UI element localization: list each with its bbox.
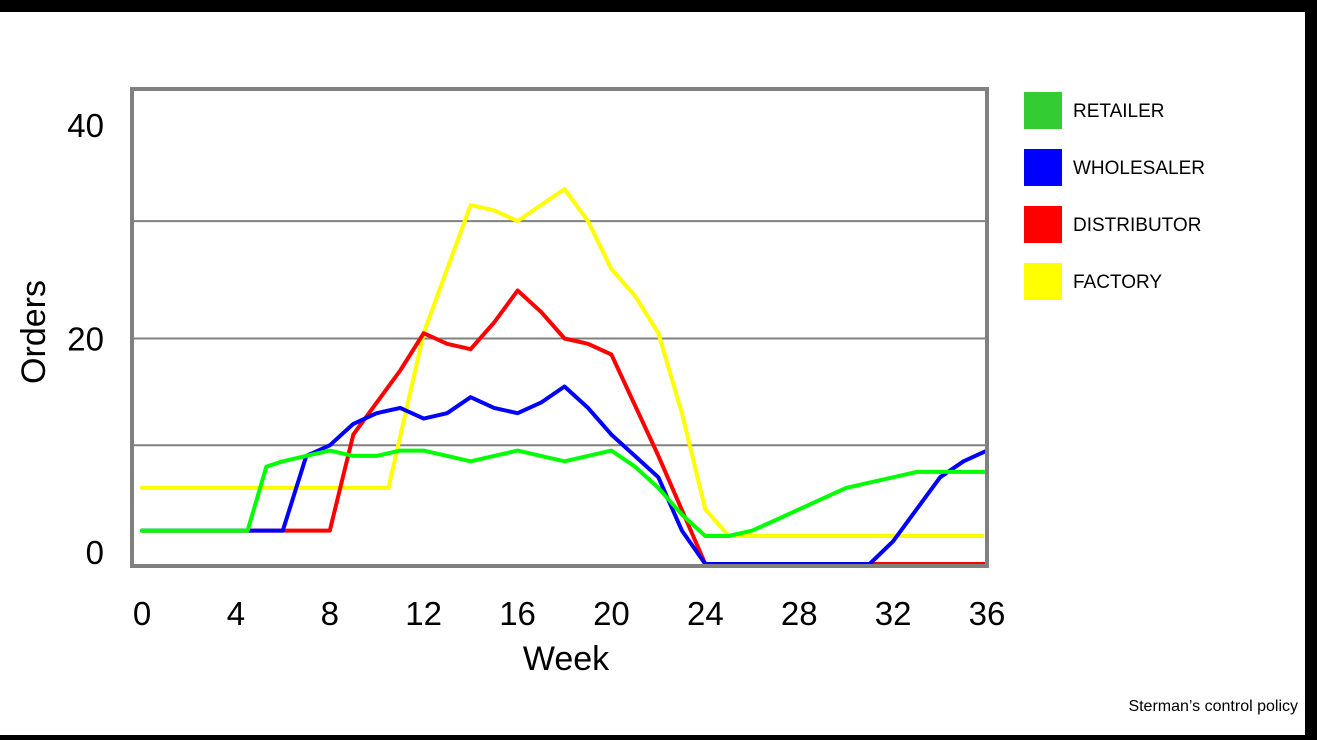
y-tick-label: 0 [86,534,104,571]
x-tick-label: 8 [321,595,339,632]
y-tick-label: 20 [67,321,104,358]
x-tick-label: 16 [499,595,536,632]
x-tick-label: 28 [781,595,818,632]
series-lines [140,187,989,566]
y-tick-label: 40 [67,107,104,144]
legend-swatch-wholesaler [1024,149,1062,186]
y-axis-title: Orders [15,280,53,384]
x-tick-label: 32 [875,595,912,632]
legend-swatch-factory [1024,263,1062,300]
series-line-factory [140,187,985,538]
legend-label-distributor: DISTRIBUTOR [1073,215,1201,236]
plot-frame [130,87,989,568]
x-tick-label: 4 [227,595,245,632]
legend: RETAILER WHOLESALER DISTRIBUTOR FACTORY [1024,92,1205,300]
legend-swatch-distributor [1024,206,1062,243]
legend-swatch-retailer [1024,92,1062,129]
legend-label-factory: FACTORY [1073,272,1162,293]
gridlines [132,220,987,447]
x-tick-label: 24 [687,595,724,632]
series-line-distributor [140,288,989,566]
x-axis-title: Week [523,640,610,678]
orders-line-chart: 0 4 8 12 16 20 24 28 32 36 0 20 40 Week Orders RETAI… [15,87,1298,715]
x-tick-label: 36 [969,595,1006,632]
legend-label-wholesaler: WHOLESALER [1073,158,1205,179]
legend-label-retailer: RETAILER [1073,101,1165,122]
slide: 0 4 8 12 16 20 24 28 32 36 0 20 40 Week Orders RETAI… [0,12,1305,735]
caption: Sterman’s control policy [1128,698,1298,715]
x-tick-label: 12 [405,595,442,632]
x-tick-label: 0 [133,595,151,632]
series-line-retailer [140,448,989,538]
x-tick-label: 20 [593,595,630,632]
series-line-wholesaler [140,384,989,566]
tick-labels: 0 4 8 12 16 20 24 28 32 36 0 20 40 [67,107,1005,632]
